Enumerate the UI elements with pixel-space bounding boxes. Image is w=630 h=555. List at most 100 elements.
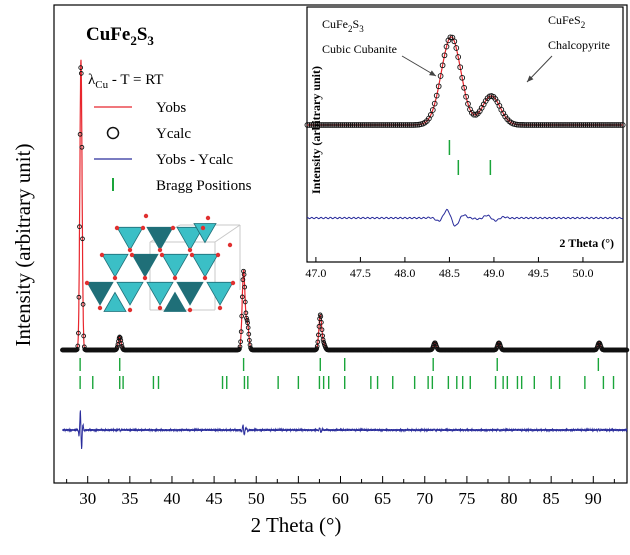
inset-calculated-point — [525, 122, 532, 128]
main-plot: 30 35 40 45 50 55 60 65 70 75 80 85 90 2 Theta (°) I… — [11, 4, 630, 537]
main-x-tick-label: 80 — [501, 489, 518, 508]
calculated-point — [319, 327, 325, 333]
tetrahedron — [116, 281, 144, 306]
calculated-point — [239, 313, 245, 319]
calculated-point — [238, 339, 243, 345]
inset-calculated-point — [398, 122, 405, 128]
inset-calculated-point — [406, 122, 413, 128]
inset-y-axis-label: Intensity (arbitrary unit) — [309, 66, 323, 194]
annotation-cubanite-arrowhead — [429, 70, 436, 76]
main-bragg-markers — [79, 358, 615, 389]
inset-calculated-point — [457, 64, 464, 71]
inset-calculated-point — [459, 74, 466, 81]
atom — [189, 252, 195, 258]
inset-calculated-point — [551, 122, 558, 128]
inset-calculated-point — [539, 122, 546, 128]
tetrahedron — [176, 226, 204, 251]
main-x-tick-label: 45 — [206, 489, 223, 508]
calculated-point — [76, 330, 81, 336]
inset-calculated-point — [523, 122, 530, 128]
compound-title-part-1: CuFe — [86, 24, 130, 45]
atom — [143, 213, 149, 219]
inset-calculated-point — [379, 122, 385, 128]
annotation-chalcopyrite-name: Chalcopyrite — [548, 38, 610, 52]
inset-calculated-point — [580, 122, 587, 128]
calculated-point — [320, 337, 326, 343]
inset-calculated-point — [394, 122, 401, 128]
inset-x-tick-label: 49.5 — [528, 266, 549, 280]
inset-calculated-point — [563, 122, 569, 128]
inset-calculated-point — [590, 122, 597, 128]
inset-calculated-point — [349, 122, 356, 128]
tetrahedron — [146, 226, 174, 251]
inset-calculated-point — [549, 122, 556, 128]
atom — [159, 252, 165, 258]
inset-calculated-point — [561, 122, 567, 128]
calculated-point — [119, 341, 124, 346]
tetrahedron — [101, 253, 129, 278]
inset-calculated-point — [521, 122, 528, 128]
inset-calculated-point — [584, 122, 591, 128]
calculated-point — [319, 320, 324, 325]
inset-calculated-point — [531, 122, 538, 128]
inset-calculated-point — [310, 122, 317, 128]
inset-calculated-point — [582, 122, 589, 128]
calculated-point — [75, 343, 81, 349]
inset-calculated-point — [427, 112, 434, 118]
inset-x-ticks: 47.0 47.5 48.0 48.5 49.0 49.5 50.0 — [305, 257, 593, 280]
inset-calculated-point — [400, 122, 407, 128]
inset-calculated-point — [306, 122, 313, 128]
inset-calculated-point — [326, 122, 332, 128]
annotation-chalcopyrite-formula: CuFeS2 — [548, 13, 585, 30]
atom — [202, 275, 208, 281]
atom — [112, 275, 118, 281]
inset-calculated-point — [543, 122, 550, 128]
inset-calculated-point — [367, 122, 373, 128]
inset-calculated-point — [408, 122, 415, 128]
calculated-point — [245, 325, 251, 330]
atom — [172, 275, 178, 281]
main-x-tick-label: 85 — [543, 489, 560, 508]
inset-calculated-point — [369, 122, 375, 128]
inset-calculated-point — [382, 122, 389, 128]
calculated-point — [78, 65, 84, 70]
inset-calculated-point — [437, 73, 444, 79]
unit-cell-edge — [214, 224, 241, 243]
inset-calculated-point — [380, 122, 387, 128]
inset-calculated-point — [619, 122, 626, 128]
tetrahedron — [103, 291, 127, 312]
atom — [127, 307, 133, 313]
inset-calculated-point — [318, 122, 325, 128]
legend-difference-label: Yobs - Ycalc — [156, 152, 233, 168]
inset-calculated-point — [351, 122, 358, 128]
inset-calculated-point — [363, 122, 370, 128]
inset-x-tick-label: 49.0 — [483, 266, 504, 280]
atom — [157, 247, 163, 253]
calculated-point — [316, 332, 321, 338]
tetrahedron — [163, 291, 187, 312]
tetrahedron — [86, 281, 114, 306]
inset-calculated-point — [332, 122, 338, 128]
inset-calculated-point — [557, 122, 563, 128]
inset-calculated-point — [324, 122, 330, 128]
inset-calculated-point — [533, 122, 540, 128]
inset-frame — [306, 6, 624, 263]
inset-calculated-point — [614, 122, 620, 128]
calculated-point — [240, 277, 246, 283]
inset-calculated-point — [615, 122, 622, 128]
inset-calculated-point — [527, 122, 534, 128]
main-y-axis-label: Intensity (arbitrary unit) — [11, 144, 35, 347]
inset-calculated-point — [567, 122, 573, 128]
inset-calculated-point — [343, 122, 350, 128]
main-x-tick-label: 55 — [290, 489, 307, 508]
annotation-chalcopyrite-arrowhead — [527, 75, 534, 82]
inset-calculated-point — [596, 122, 603, 128]
inset-calculated-point — [600, 122, 606, 128]
inset-calculated-point — [365, 122, 372, 128]
calculated-point — [79, 144, 85, 150]
inset-calculated-point — [541, 122, 548, 128]
inset-calculated-point — [586, 122, 593, 128]
tetrahedron — [146, 281, 174, 306]
atom — [215, 252, 221, 258]
